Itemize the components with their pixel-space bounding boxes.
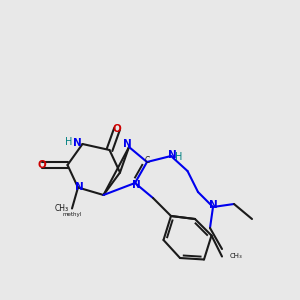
Text: N: N	[75, 182, 84, 193]
Text: N: N	[132, 180, 141, 190]
Text: N: N	[73, 138, 82, 148]
Text: CH₃: CH₃	[55, 204, 69, 213]
Text: H: H	[175, 152, 182, 163]
Text: O: O	[38, 160, 46, 170]
Text: CH₃: CH₃	[230, 254, 242, 260]
Text: N: N	[208, 200, 217, 210]
Text: C: C	[145, 156, 150, 165]
Text: N: N	[168, 150, 177, 160]
Text: N: N	[123, 139, 132, 149]
Text: H: H	[65, 136, 73, 147]
Text: methyl: methyl	[62, 212, 82, 217]
Text: O: O	[112, 124, 122, 134]
